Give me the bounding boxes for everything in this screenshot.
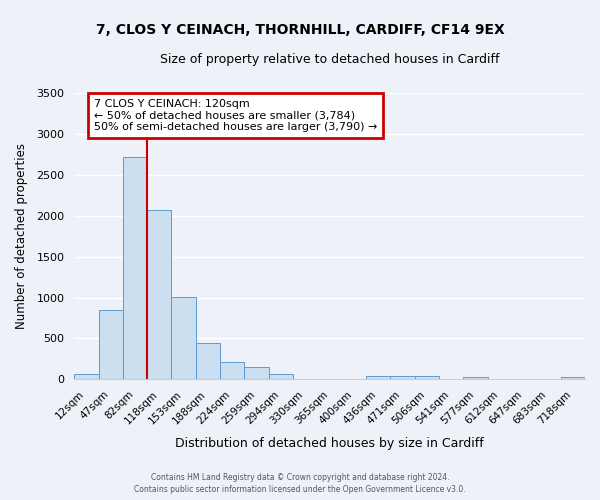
Bar xyxy=(244,367,269,380)
Bar xyxy=(98,310,123,380)
Text: 7 CLOS Y CEINACH: 120sqm
← 50% of detached houses are smaller (3,784)
50% of sem: 7 CLOS Y CEINACH: 120sqm ← 50% of detach… xyxy=(94,99,377,132)
Text: Contains HM Land Registry data © Crown copyright and database right 2024.
Contai: Contains HM Land Registry data © Crown c… xyxy=(134,472,466,494)
Title: Size of property relative to detached houses in Cardiff: Size of property relative to detached ho… xyxy=(160,52,499,66)
Bar xyxy=(366,376,391,380)
Bar xyxy=(560,377,585,380)
X-axis label: Distribution of detached houses by size in Cardiff: Distribution of detached houses by size … xyxy=(175,437,484,450)
Bar xyxy=(196,342,220,380)
Bar xyxy=(74,374,98,380)
Bar xyxy=(463,377,488,380)
Bar xyxy=(172,296,196,380)
Bar xyxy=(391,376,415,380)
Y-axis label: Number of detached properties: Number of detached properties xyxy=(15,143,28,329)
Bar xyxy=(415,376,439,380)
Bar xyxy=(269,374,293,380)
Bar xyxy=(220,362,244,380)
Bar xyxy=(123,157,147,380)
Text: 7, CLOS Y CEINACH, THORNHILL, CARDIFF, CF14 9EX: 7, CLOS Y CEINACH, THORNHILL, CARDIFF, C… xyxy=(95,22,505,36)
Bar xyxy=(147,210,172,380)
